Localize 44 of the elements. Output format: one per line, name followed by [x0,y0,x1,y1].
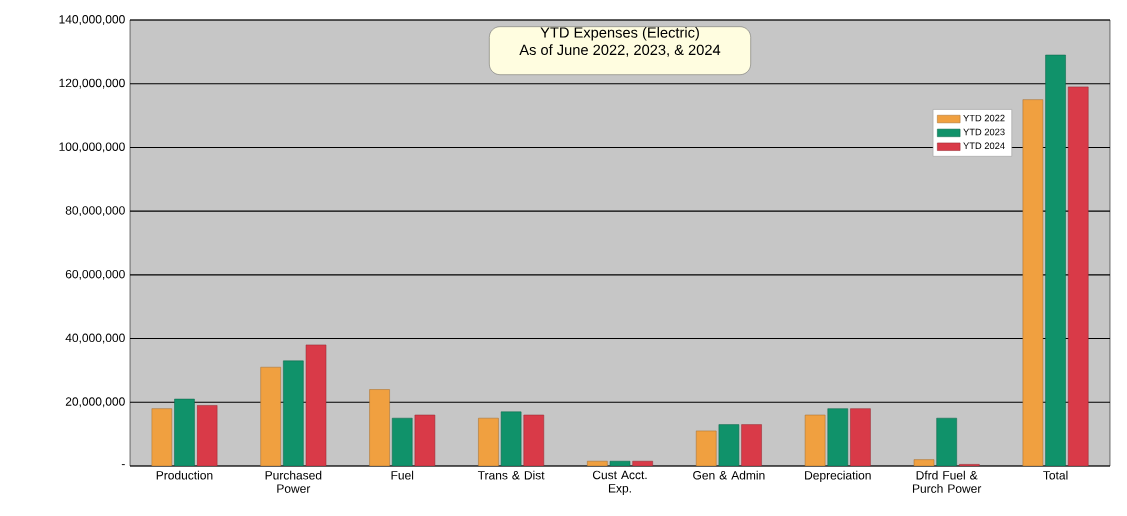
bar [850,408,871,466]
bar [174,398,195,466]
bar [587,460,608,466]
bar [260,366,281,466]
bar [305,344,327,466]
bar [741,424,762,466]
bar [196,405,218,466]
y-tick-label: 140,000,000 [59,15,125,25]
bar [478,417,499,466]
legend-label: YTD 2022 [963,114,1005,122]
bar [369,389,390,466]
x-tick-label: Trans & Dist [477,470,545,480]
bar [1067,86,1089,466]
bar [913,459,935,466]
bar [523,414,545,466]
bar [283,360,304,466]
bar [827,408,849,466]
x-tick-label: Total [1043,470,1068,480]
x-tick-label: Fuel [391,470,414,480]
y-tick-label: 20,000,000 [65,397,125,408]
x-tick-label: Gen & Admin [693,470,765,480]
y-tick-label: 120,000,000 [59,78,125,89]
bar [804,414,826,466]
y-tick-label: 80,000,000 [65,206,125,217]
y-tick-label: 60,000,000 [65,269,125,280]
bar [936,417,957,466]
bar [151,408,173,466]
bar [391,417,413,466]
legend-label: YTD 2023 [963,128,1005,136]
bar [1022,99,1044,466]
text: YTD Expenses (Electric) As of June 2022, 2023, & 2024 [519,26,721,57]
bar [414,414,436,466]
x-tick-label: Dfrd Fuel & Purch Power [912,470,982,493]
x-tick-label: Purchased Power [265,470,322,493]
x-tick-label: Depreciation [805,470,871,482]
x-tick-label: Cust Acct. Exp. [592,470,647,495]
bar [632,460,653,466]
y-tick-label: - [121,464,125,466]
legend-label: YTD 2024 [963,142,1005,150]
x-tick-label: Production [156,470,213,480]
bar [1045,54,1066,466]
bar [695,430,717,466]
y-tick-label: 40,000,000 [65,333,125,344]
y-tick-label: 100,000,000 [59,142,125,153]
